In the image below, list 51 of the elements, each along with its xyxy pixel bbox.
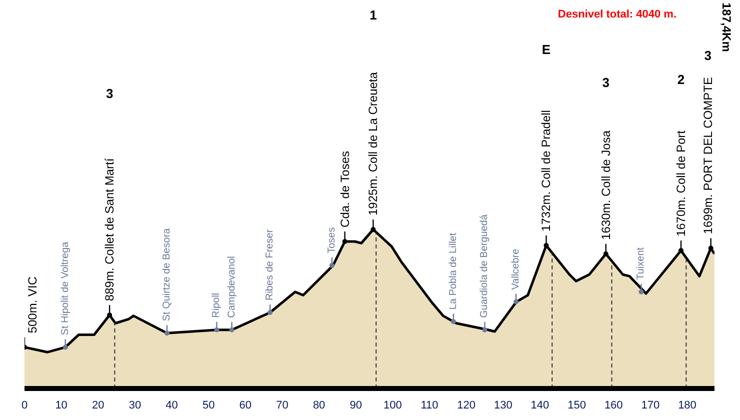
x-tick-label: 160 [604,400,623,412]
text: 3 [704,48,712,63]
text: 187,4Km [720,2,734,52]
x-tick-label: 150 [568,400,586,412]
x-tick-label: 90 [350,400,362,412]
data-label: Ribes de Freser [264,228,276,301]
data-label: Campdevanol [226,256,238,318]
x-tick-label: 50 [202,400,215,412]
data-label: St Hipolit de Voltrega [60,241,71,336]
point [268,310,273,316]
point [107,312,112,318]
data-label: 1630m. Coll de Josa [598,130,613,240]
text: 3 [106,86,114,101]
x-tick-label: 80 [312,400,326,412]
data-label: Toses [326,227,338,254]
data-label: Guardiola de Berguedá [479,214,490,318]
x-tick-label: 100 [384,400,402,412]
data-label: 889m. Collet de Sant Martí [102,158,117,302]
x-tick-label: 170 [641,400,660,412]
data-label: 1732m. Coll de Pradell [539,110,554,232]
data-label: Ripoll [211,292,222,318]
x-tick-label: 110 [420,400,438,412]
point [450,319,456,324]
x-tick-label: 130 [494,400,512,412]
x-tick-label: 40 [166,400,178,412]
data-label: Tuixent [636,247,647,280]
x-tick-label: 70 [276,400,288,412]
data-label: 1925m. Coll de La Creueta [366,72,380,216]
x-tick-label: 0 [21,400,28,412]
text: 3 [602,75,610,90]
data-label: 1670m. Coll de Port [674,130,688,237]
data-label: St Quirtze de Besora [161,228,172,322]
x-tick-label: 120 [457,400,476,412]
data-label: 1699m. PORT DEL COMPTE [700,76,715,234]
point [329,262,334,268]
data-label: Vallcebre [510,248,522,290]
point [514,299,519,304]
data-label: Cda. de Toses [338,150,352,228]
data-label: La Pobla de Lillet [448,232,459,310]
data-label: 500m. VIC [26,276,40,334]
text: 1 [370,8,377,22]
x-tick-label: 60 [239,400,252,412]
x-tick-label: 10 [55,400,68,412]
x-tick-label: 180 [678,400,696,412]
x-tick-label: 140 [530,400,550,412]
x-tick-label: 30 [128,400,142,412]
text: Desnivel total: 4040 m. [558,8,677,20]
point [164,330,170,336]
x-tick-label: 20 [92,400,104,412]
text: 2 [677,72,685,87]
text: E [542,42,551,58]
